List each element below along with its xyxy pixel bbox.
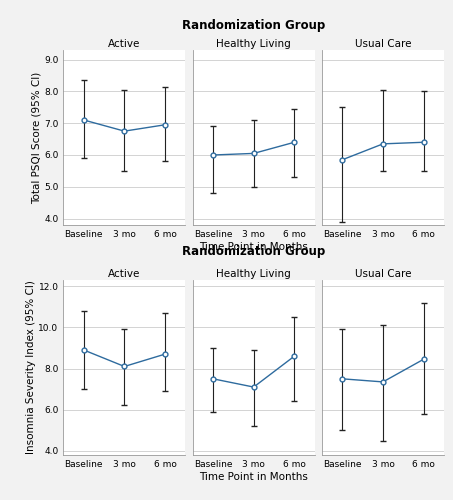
Text: Randomization Group: Randomization Group [182, 20, 325, 32]
Title: Healthy Living: Healthy Living [216, 39, 291, 49]
X-axis label: Time Point in Months: Time Point in Months [199, 472, 308, 482]
Y-axis label: Total PSQI Score (95% CI): Total PSQI Score (95% CI) [31, 72, 41, 204]
Title: Usual Care: Usual Care [355, 269, 411, 279]
Y-axis label: Insomnia Severity Index (95% CI): Insomnia Severity Index (95% CI) [26, 280, 36, 454]
X-axis label: Time Point in Months: Time Point in Months [199, 242, 308, 252]
Text: Randomization Group: Randomization Group [182, 244, 325, 258]
Title: Usual Care: Usual Care [355, 39, 411, 49]
Title: Active: Active [108, 269, 140, 279]
Title: Healthy Living: Healthy Living [216, 269, 291, 279]
Title: Active: Active [108, 39, 140, 49]
